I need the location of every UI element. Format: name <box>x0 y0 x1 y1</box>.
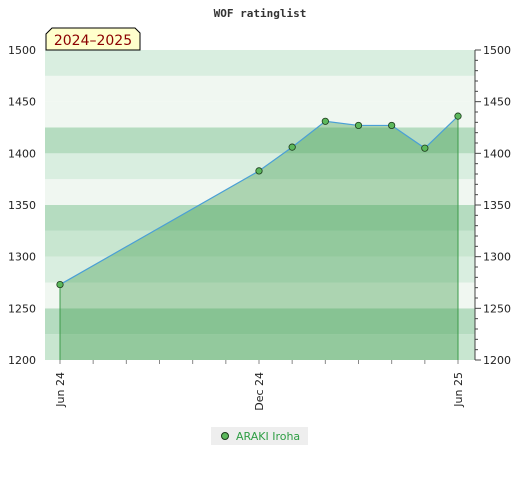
background-band <box>45 282 475 309</box>
legend-marker-icon <box>221 432 229 440</box>
data-point[interactable] <box>288 143 296 151</box>
y-tick-label-left: 1350 <box>8 199 36 212</box>
x-tick-label: Jun 24 <box>54 372 67 408</box>
y-tick-label-left: 1400 <box>8 147 36 160</box>
background-band <box>45 75 475 102</box>
background-band <box>45 50 475 76</box>
season-badge: 2024–2025 <box>45 27 141 51</box>
y-tick-label-right: 1500 <box>483 44 511 57</box>
y-tick-label-right: 1350 <box>483 199 511 212</box>
y-axis-left: 1200 1250 1300 1350 1400 1450 1500 <box>8 44 36 367</box>
x-tick-label: Dec 24 <box>253 372 266 411</box>
background-band <box>45 153 475 180</box>
series-line <box>59 115 459 286</box>
legend[interactable]: ARAKI Iroha <box>211 427 309 445</box>
y-tick-label-right: 1200 <box>483 354 511 367</box>
area-fill <box>60 116 458 360</box>
y-tick-label-left: 1450 <box>8 96 36 109</box>
background-band <box>45 334 475 360</box>
chart-title: WOF ratinglist <box>214 7 307 20</box>
legend-label: ARAKI Iroha <box>236 429 301 443</box>
data-point[interactable] <box>388 121 396 130</box>
background-band <box>45 101 475 128</box>
y-axis-right: 1200 1250 1300 1350 1400 1450 1500 <box>474 44 511 367</box>
data-point[interactable] <box>421 144 429 152</box>
data-point[interactable] <box>321 117 329 125</box>
data-point[interactable] <box>354 121 363 130</box>
background-band <box>45 256 475 283</box>
season-badge-label: 2024–2025 <box>54 33 132 49</box>
data-point[interactable] <box>454 112 462 120</box>
x-axis: Jun 24 Dec 24 Jun 25 <box>54 360 465 411</box>
y-tick-label-right: 1450 <box>483 96 511 109</box>
x-tick-label: Jun 25 <box>452 372 465 408</box>
background-band <box>45 127 475 154</box>
y-tick-label-left: 1250 <box>8 302 36 315</box>
background-band <box>45 205 475 231</box>
y-tick-label-left: 1300 <box>8 251 36 264</box>
y-tick-label-right: 1400 <box>483 147 511 160</box>
area-layer <box>56 112 462 360</box>
background-band <box>45 179 475 205</box>
y-tick-label-right: 1250 <box>483 302 511 315</box>
y-tick-label-right: 1300 <box>483 251 511 264</box>
data-point[interactable] <box>56 280 64 289</box>
y-tick-label-left: 1200 <box>8 354 36 367</box>
background-bands <box>45 50 475 360</box>
background-band <box>45 308 475 335</box>
y-tick-label-left: 1500 <box>8 44 36 57</box>
data-point[interactable] <box>255 167 263 175</box>
